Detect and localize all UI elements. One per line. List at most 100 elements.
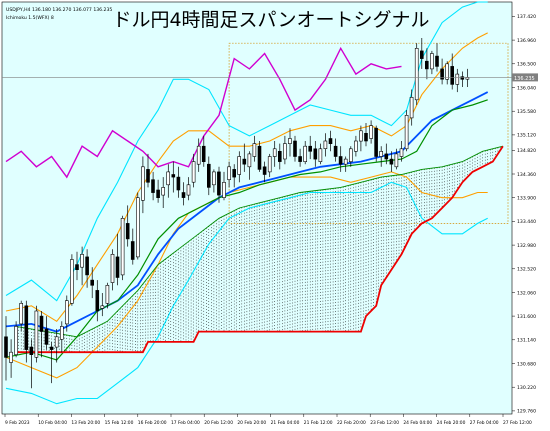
x-tick-label: 23 Feb 12:00 [370,420,399,426]
candle-body [29,346,34,355]
candle [54,329,59,363]
candle [298,148,302,167]
candle [283,135,287,165]
candle-body [171,174,176,178]
candle [323,133,328,157]
candle-body [283,143,287,160]
candle-body [298,156,302,162]
candle [288,128,292,157]
candle-body [394,153,399,168]
y-tick-label: 130.220 [517,385,536,391]
candle [217,166,221,203]
y-tick-label: 135.120 [517,133,536,139]
series-bollinger-lower-2 [5,181,488,405]
candle-body [90,279,94,286]
dotted-box [228,42,509,224]
candle-body [399,148,404,157]
candle-body [227,166,231,181]
candle-body [125,223,130,240]
candle [191,153,196,188]
candle-body [222,182,226,199]
candle-body [293,140,297,157]
y-tick-label: 132.060 [517,290,536,296]
candle-body [343,158,348,165]
x-tick-label: 20 Feb 20:00 [237,420,266,426]
candle-body [196,145,201,165]
candle-body [75,264,79,271]
chart-title: ドル円4時間足スパンオートシグナル [112,9,429,31]
candle [24,300,29,363]
candle-body [207,163,211,188]
y-tick-label: 133.900 [517,196,536,202]
candle [9,339,13,378]
candle [384,143,389,165]
candle [379,146,384,167]
candle-body [85,256,89,276]
candle-body [191,161,196,183]
candle-body [424,60,429,70]
candle [242,143,247,172]
candle [44,316,49,350]
candle [85,249,89,288]
candle [186,177,191,201]
series-span-base [16,145,504,354]
candle-body [455,73,460,85]
x-tick-label: 17 Feb 04:00 [171,420,200,426]
candle-body [80,254,84,268]
candle [435,43,439,72]
candle-body [460,76,465,80]
candle [181,182,186,206]
candle [80,246,84,286]
candle [151,171,155,201]
y-tick-label: 136.960 [517,38,536,44]
candle-body [186,184,191,196]
candle [272,141,277,167]
candle [445,61,449,85]
candle [318,143,323,165]
candle [65,295,69,332]
candle [146,153,150,188]
candle-body [24,305,29,350]
candle [156,179,160,203]
candle-body [389,158,394,165]
candle [369,120,373,144]
candle-body [146,169,150,183]
candle-body [308,145,313,152]
candle [227,161,231,188]
candle-body [359,130,363,142]
candle [222,171,226,201]
candle-body [384,153,389,160]
x-tick-label: 16 Feb 20:00 [138,420,167,426]
candle-body [369,125,373,139]
candle-body [166,171,170,186]
candle [115,233,120,286]
candle-body [59,326,64,340]
candle [196,138,201,172]
y-tick-label: 136.500 [517,62,536,68]
candle [348,146,353,167]
y-tick-label: 134.820 [517,148,536,154]
candle [201,135,206,167]
candle-body [136,197,140,258]
candle [262,161,267,183]
y-tick-label: 133.440 [517,219,536,225]
candle [277,143,282,170]
x-axis: 9 Feb 2023 10 Feb 04:00 13 Feb 20:00 15 Feb… [4,414,532,426]
y-tick-label: 135.580 [517,109,536,115]
candle-body [44,328,49,345]
candle [14,321,18,358]
candle [399,141,404,162]
candle-body [110,254,115,283]
candle [34,305,39,363]
candle [232,164,236,188]
candle-body [440,68,444,80]
x-tick-label: 9 Feb 2023 [5,420,30,426]
series-span-a [16,145,504,338]
candle [90,267,94,299]
candle [328,130,333,152]
candle [333,138,338,162]
candle-body [262,166,267,175]
candle-body [95,290,100,312]
candle [176,166,181,198]
